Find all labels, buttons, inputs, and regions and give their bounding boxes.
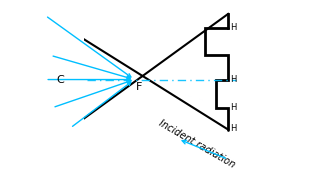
Text: H: H [230,124,236,133]
Text: H: H [230,103,236,112]
Text: F: F [136,82,142,92]
Text: H: H [230,75,236,84]
Text: Incident radiation: Incident radiation [157,118,237,170]
Text: C: C [57,75,64,85]
Text: H: H [230,24,236,33]
